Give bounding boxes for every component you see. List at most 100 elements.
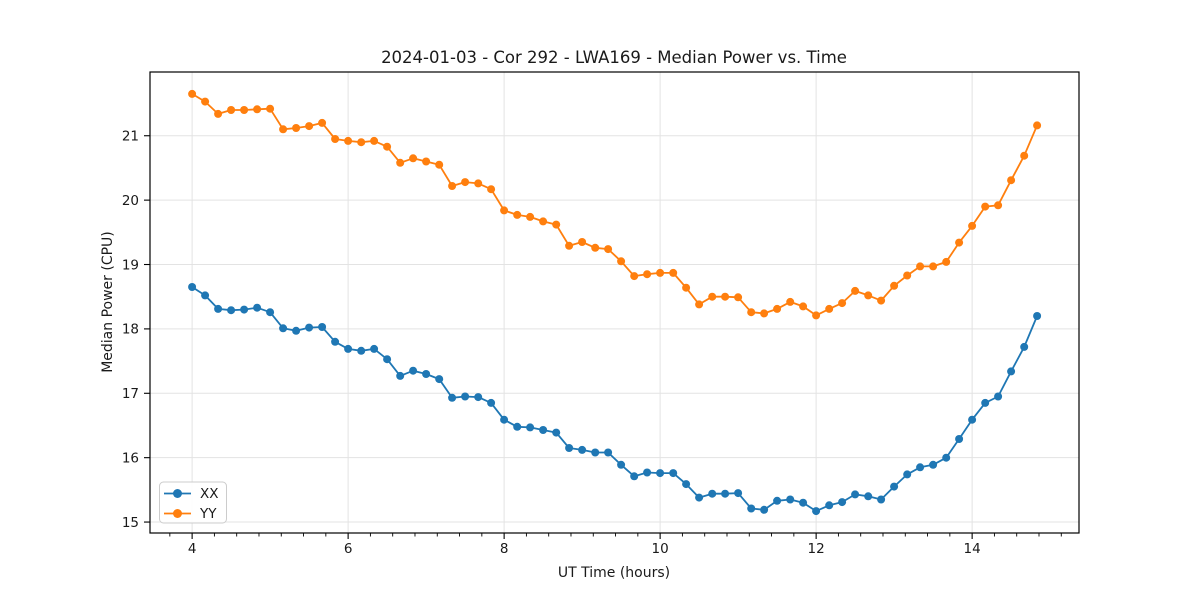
data-point-xx [942, 453, 951, 462]
data-point-yy [656, 268, 665, 277]
data-point-xx [292, 326, 301, 335]
data-point-xx [955, 435, 964, 443]
data-point-xx [526, 423, 535, 432]
data-point-xx [1007, 367, 1016, 376]
series-line-yy [191, 93, 1038, 317]
x-tick-label: 12 [808, 541, 825, 557]
data-point-xx [266, 308, 275, 317]
data-point-xx [344, 344, 353, 353]
data-point-xx [539, 426, 548, 434]
data-point-yy [526, 212, 535, 221]
legend-label-xx: XX [200, 486, 219, 502]
y-axis-label: Median Power (CPU) [100, 231, 116, 373]
data-point-xx [305, 323, 314, 332]
data-point-xx [331, 337, 340, 346]
legend-label-yy: YY [199, 506, 217, 522]
x-tick-label: 6 [344, 541, 353, 557]
x-tick-label: 4 [188, 541, 197, 557]
y-tick-label: 21 [122, 129, 139, 145]
data-point-yy [604, 245, 613, 254]
data-point-yy [292, 124, 301, 132]
y-tick-label: 18 [122, 322, 139, 338]
data-point-yy [396, 158, 405, 167]
data-point-yy [617, 257, 626, 266]
data-point-yy [1033, 121, 1042, 130]
data-point-yy [279, 125, 288, 134]
data-point-yy [227, 106, 236, 114]
data-point-xx [409, 366, 418, 375]
data-point-xx [500, 415, 509, 424]
data-point-yy [903, 271, 912, 280]
x-tick-label: 10 [652, 541, 669, 557]
data-point-xx [721, 489, 730, 498]
data-point-xx [851, 490, 860, 499]
data-point-xx [916, 463, 925, 472]
data-point-yy [409, 154, 418, 163]
data-point-yy [1020, 151, 1029, 160]
data-point-xx [669, 469, 678, 478]
data-point-yy [318, 118, 327, 127]
data-point-xx [461, 392, 470, 401]
data-point-xx [695, 493, 704, 502]
data-point-xx [903, 470, 912, 479]
legend-box [159, 481, 227, 524]
x-tick-label: 14 [964, 541, 981, 557]
data-point-xx [396, 371, 405, 380]
legend-marker-xx [173, 489, 182, 498]
data-point-xx [240, 305, 249, 314]
data-point-xx [656, 469, 665, 478]
data-point-yy [487, 185, 496, 194]
data-point-yy [812, 311, 821, 320]
data-point-xx [864, 492, 873, 501]
data-point-xx [370, 344, 379, 353]
data-point-xx [383, 355, 392, 364]
data-point-xx [474, 393, 483, 402]
data-point-yy [877, 296, 886, 305]
data-point-yy [578, 238, 587, 246]
data-point-yy [734, 293, 743, 302]
plot-border [149, 71, 1080, 534]
data-point-xx [1033, 312, 1042, 320]
data-point-yy [383, 142, 392, 151]
grid-layer [150, 72, 1079, 533]
data-point-yy [305, 122, 314, 131]
data-point-yy [929, 262, 938, 271]
y-tick-label: 19 [122, 257, 139, 273]
data-point-yy [838, 299, 847, 308]
x-tick-label: 8 [500, 541, 509, 557]
data-point-yy [370, 136, 379, 145]
data-point-yy [955, 238, 964, 247]
data-point-xx [812, 507, 821, 516]
data-point-xx [968, 415, 977, 424]
data-point-yy [786, 297, 795, 306]
data-point-yy [461, 178, 470, 187]
data-point-xx [617, 460, 626, 469]
data-point-xx [214, 304, 223, 313]
data-point-xx [890, 482, 899, 491]
data-point-xx [565, 444, 574, 452]
data-point-yy [448, 182, 457, 190]
axes-layer: 4 6 8 10 12 14 15 16 17 18 19 20 21 [122, 71, 1080, 557]
data-point-xx [760, 505, 769, 514]
data-point-yy [539, 217, 548, 226]
y-tick-label: 16 [122, 450, 139, 466]
data-point-yy [552, 220, 561, 229]
data-point-yy [357, 138, 366, 147]
data-point-yy [669, 268, 678, 277]
data-point-xx [838, 498, 847, 507]
data-point-yy [799, 302, 808, 311]
data-point-yy [981, 202, 990, 211]
data-point-yy [682, 283, 691, 292]
data-point-yy [422, 157, 431, 166]
data-point-yy [331, 135, 340, 143]
data-point-xx [357, 346, 366, 355]
data-point-yy [708, 292, 717, 301]
data-point-yy [825, 304, 834, 313]
data-point-xx [994, 392, 1003, 401]
data-point-xx [643, 468, 652, 477]
data-point-yy [721, 292, 730, 301]
data-point-xx [448, 393, 457, 402]
data-point-yy [890, 281, 899, 290]
data-point-yy [565, 241, 574, 250]
